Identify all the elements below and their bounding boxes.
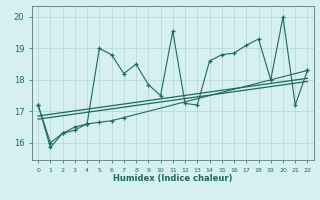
X-axis label: Humidex (Indice chaleur): Humidex (Indice chaleur) <box>113 174 233 183</box>
